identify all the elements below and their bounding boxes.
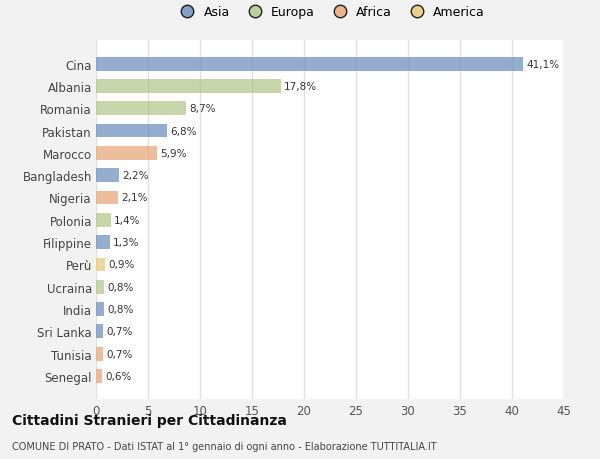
Text: 0,7%: 0,7% [106, 349, 133, 359]
Bar [96, 235, 110, 250]
Bar [96, 213, 110, 227]
Bar [96, 191, 118, 205]
Bar [96, 102, 187, 116]
Bar [96, 169, 119, 183]
Bar [96, 302, 104, 316]
Bar [96, 347, 103, 361]
Text: 1,3%: 1,3% [113, 238, 139, 247]
Text: Cittadini Stranieri per Cittadinanza: Cittadini Stranieri per Cittadinanza [12, 414, 287, 428]
Bar [96, 146, 157, 161]
Bar [96, 124, 167, 138]
Text: 6,8%: 6,8% [170, 126, 196, 136]
Text: 0,8%: 0,8% [107, 304, 134, 314]
Text: 0,9%: 0,9% [109, 260, 135, 270]
Text: 0,8%: 0,8% [107, 282, 134, 292]
Text: 2,1%: 2,1% [121, 193, 148, 203]
Text: 8,7%: 8,7% [190, 104, 216, 114]
Bar [96, 280, 104, 294]
Text: 41,1%: 41,1% [527, 60, 560, 69]
Text: 2,2%: 2,2% [122, 171, 149, 181]
Text: 1,4%: 1,4% [113, 215, 140, 225]
Bar [96, 80, 281, 94]
Bar [96, 369, 102, 383]
Text: 17,8%: 17,8% [284, 82, 317, 92]
Text: 0,7%: 0,7% [106, 327, 133, 336]
Bar [96, 258, 106, 272]
Text: COMUNE DI PRATO - Dati ISTAT al 1° gennaio di ogni anno - Elaborazione TUTTITALI: COMUNE DI PRATO - Dati ISTAT al 1° genna… [12, 441, 437, 451]
Bar [96, 325, 103, 339]
Text: 5,9%: 5,9% [160, 149, 187, 158]
Text: 0,6%: 0,6% [106, 371, 132, 381]
Bar [96, 57, 523, 72]
Legend: Asia, Europa, Africa, America: Asia, Europa, Africa, America [175, 6, 485, 19]
